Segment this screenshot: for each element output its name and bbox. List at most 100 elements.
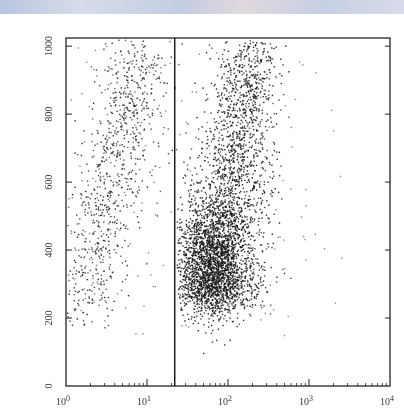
scatter-point xyxy=(191,285,193,288)
scatter-point xyxy=(187,277,190,279)
scatter-point xyxy=(201,237,204,240)
scatter-point xyxy=(201,281,203,284)
scatter-point xyxy=(253,184,255,187)
scatter-point xyxy=(250,266,252,268)
scatter-point xyxy=(148,71,151,74)
scatter-point xyxy=(141,102,144,104)
scatter-point xyxy=(232,136,234,138)
scatter-point xyxy=(87,202,90,204)
scatter-point xyxy=(109,123,111,125)
scatter-point xyxy=(234,226,236,229)
scatter-point xyxy=(195,250,197,253)
scatter-point xyxy=(167,128,169,130)
scatter-point xyxy=(145,71,147,74)
scatter-point xyxy=(183,253,185,256)
scatter-point xyxy=(243,143,245,145)
scatter-point xyxy=(191,227,193,229)
scatter-point xyxy=(221,282,223,284)
scatter-point xyxy=(276,276,278,278)
scatter-point xyxy=(256,129,259,132)
scatter-point xyxy=(247,45,249,47)
scatter-point xyxy=(222,324,224,327)
scatter-point xyxy=(194,253,197,255)
y-tick-label: 400 xyxy=(44,243,55,258)
scatter-point xyxy=(261,250,264,252)
scatter-point xyxy=(243,307,246,310)
scatter-point xyxy=(220,252,223,254)
scatter-point xyxy=(236,133,238,136)
scatter-point xyxy=(204,235,206,237)
scatter-point xyxy=(244,198,246,200)
scatter-point xyxy=(237,135,239,138)
scatter-point xyxy=(197,189,199,191)
scatter-point xyxy=(230,69,232,71)
scatter-point xyxy=(184,277,187,279)
scatter-point xyxy=(108,240,110,242)
scatter-point xyxy=(216,263,218,265)
scatter-point xyxy=(187,248,189,250)
scatter-point xyxy=(260,162,263,164)
scatter-point xyxy=(256,232,258,234)
scatter-point xyxy=(250,216,252,218)
scatter-point xyxy=(250,161,252,164)
scatter-point xyxy=(253,90,256,93)
scatter-point xyxy=(209,197,212,199)
scatter-point xyxy=(233,214,235,217)
scatter-point xyxy=(74,247,76,249)
scatter-point xyxy=(214,186,216,188)
scatter-point xyxy=(243,168,245,170)
scatter-point xyxy=(217,212,219,214)
scatter-point xyxy=(264,78,266,80)
scatter-point xyxy=(239,123,242,125)
scatter-point xyxy=(116,155,118,157)
scatter-point xyxy=(248,243,250,246)
scatter-point xyxy=(221,281,223,283)
scatter-point xyxy=(150,88,152,90)
scatter-point xyxy=(187,241,189,243)
scatter-point xyxy=(205,258,207,261)
scatter-point xyxy=(226,176,228,178)
scatter-point xyxy=(211,309,213,312)
scatter-point xyxy=(124,107,126,109)
scatter-point xyxy=(240,299,242,301)
scatter-point xyxy=(124,177,126,180)
scatter-point xyxy=(230,145,232,147)
scatter-point xyxy=(204,255,206,258)
scatter-point xyxy=(227,285,230,288)
scatter-point xyxy=(216,282,218,284)
scatter-point xyxy=(230,206,233,209)
scatter-point xyxy=(193,302,195,305)
scatter-point xyxy=(263,89,265,91)
scatter-point xyxy=(125,117,127,119)
scatter-point xyxy=(228,179,230,182)
scatter-point xyxy=(224,236,227,238)
scatter-point xyxy=(196,251,198,253)
scatter-point xyxy=(224,290,226,293)
scatter-point xyxy=(259,121,262,123)
scatter-point xyxy=(136,190,139,193)
scatter-point xyxy=(237,196,240,199)
scatter-point xyxy=(94,202,97,204)
scatter-point xyxy=(231,280,233,282)
scatter-point xyxy=(194,305,196,307)
scatter-point xyxy=(271,191,274,194)
scatter-point xyxy=(197,204,200,207)
scatter-point xyxy=(237,144,239,147)
scatter-point xyxy=(233,171,236,174)
scatter-point xyxy=(206,241,208,244)
scatter-point xyxy=(272,171,274,173)
scatter-point xyxy=(230,185,232,187)
scatter-point xyxy=(250,269,252,272)
scatter-point xyxy=(274,188,276,190)
scatter-point xyxy=(227,50,230,52)
scatter-point xyxy=(125,92,127,95)
scatter-point xyxy=(206,248,208,250)
scatter-point xyxy=(249,198,251,201)
scatter-point xyxy=(216,287,218,290)
scatter-point xyxy=(199,275,201,277)
scatter-point xyxy=(222,174,224,176)
scatter-point xyxy=(206,217,208,219)
scatter-point xyxy=(219,252,222,254)
scatter-point xyxy=(179,294,182,296)
scatter-point xyxy=(201,253,203,256)
